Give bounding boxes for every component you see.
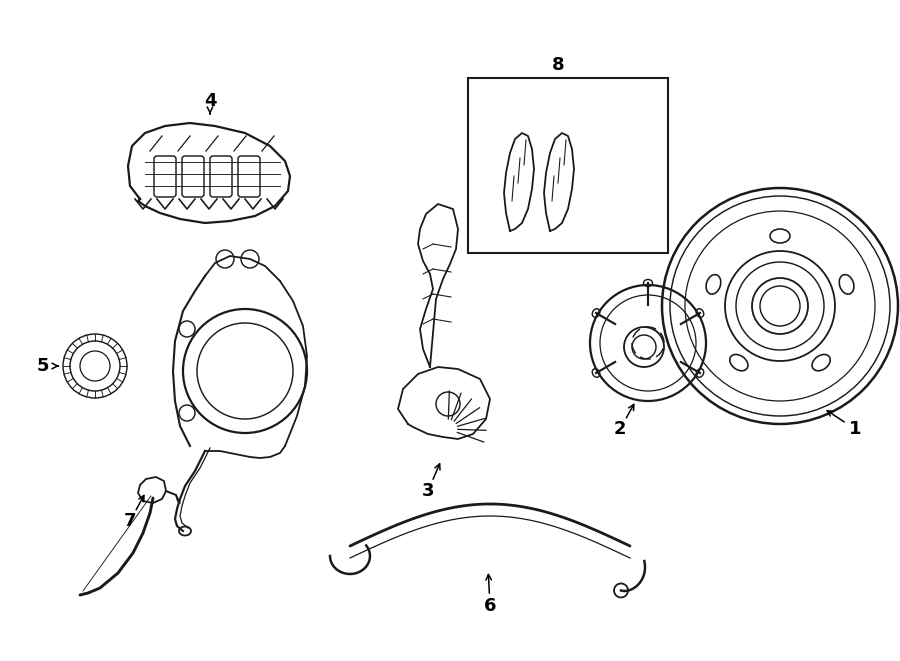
Text: 7: 7 <box>124 512 136 530</box>
Text: 6: 6 <box>484 597 496 615</box>
Text: 3: 3 <box>422 482 434 500</box>
Bar <box>468 78 668 253</box>
Text: 4: 4 <box>203 92 216 110</box>
Text: 2: 2 <box>614 420 626 438</box>
Text: 5: 5 <box>37 357 50 375</box>
Text: 1: 1 <box>849 420 861 438</box>
Text: 8: 8 <box>552 56 564 74</box>
